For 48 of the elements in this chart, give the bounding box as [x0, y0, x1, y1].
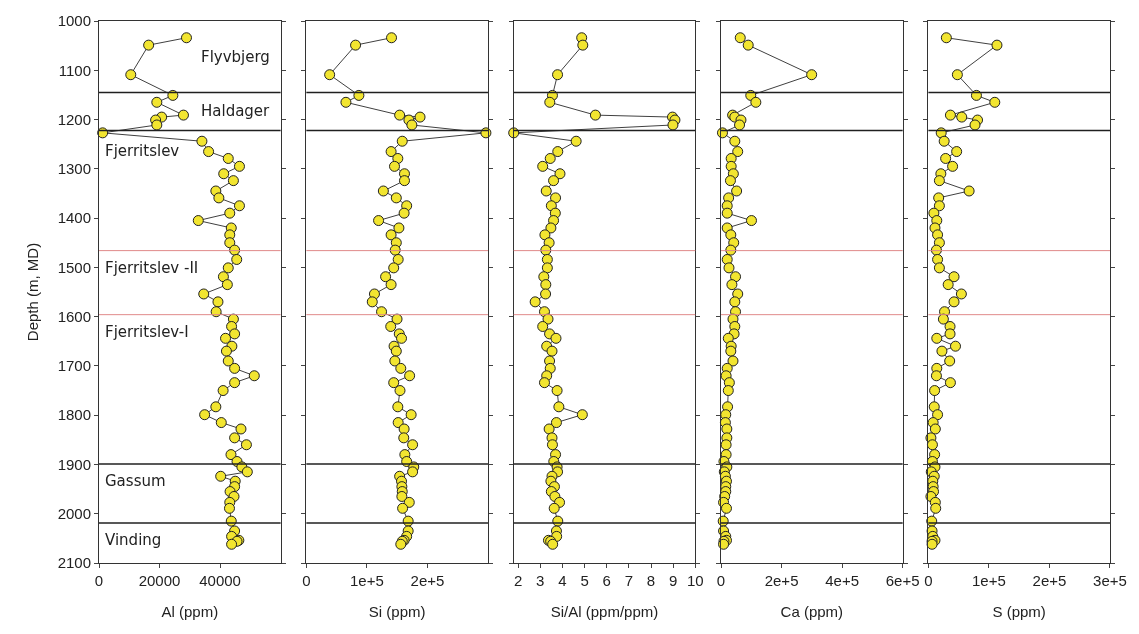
x-tick-label: 6e+5: [885, 572, 920, 589]
x-tick-label: 4e+5: [825, 572, 860, 589]
x-tick-label: 0: [302, 572, 311, 589]
y-tick-label: 1900: [57, 455, 91, 473]
x-tick-label: 20000: [138, 572, 181, 589]
x-tick-label: 8: [646, 572, 656, 589]
annotation: Haldager: [201, 102, 271, 120]
x-tick-label: 3e+5: [1093, 572, 1127, 589]
annotation: Fjerritslev: [105, 142, 180, 160]
x-tick-label: 7: [624, 572, 634, 589]
x-tick-label: 0: [716, 572, 726, 589]
x-tick-label: 9: [668, 572, 678, 589]
y-tick-label: 2000: [57, 504, 91, 522]
x-tick-label: 1e+5: [972, 572, 1006, 589]
annotation: Fjerritslev -II: [105, 259, 199, 277]
y-tick-label: 1100: [58, 61, 91, 79]
x-tick-label: 3: [536, 572, 545, 589]
y-tick-label: 1700: [57, 357, 91, 375]
annotation: Flyvbjerg: [201, 48, 270, 66]
x-tick-label: 0: [924, 572, 933, 589]
x-tick-label: 6: [602, 572, 611, 589]
y-tick-label: 1400: [57, 209, 91, 227]
x-tick-label: 0: [94, 572, 104, 589]
y-tick-label: 1200: [57, 110, 91, 128]
x-axis-title: Al (ppm): [161, 603, 219, 620]
x-tick-label: 2e+5: [764, 572, 799, 589]
y-tick-label: 1600: [57, 307, 91, 325]
x-tick-label: 4: [558, 572, 567, 589]
annotation: Fjerritslev-I: [105, 323, 189, 341]
x-tick-label: 5: [580, 572, 589, 589]
x-axis-title: Si/Al (ppm/ppm): [550, 603, 659, 620]
x-axis-title: Ca (ppm): [780, 603, 844, 620]
x-tick-label: 2e+5: [1032, 572, 1067, 589]
y-tick-label: 1500: [57, 258, 91, 276]
annotation: Vinding: [105, 531, 162, 549]
y-tick-label: 1800: [57, 406, 91, 424]
annotation: Gassum: [105, 472, 166, 490]
x-axis-title: Si (ppm): [368, 603, 426, 620]
y-tick-label: 2100: [57, 554, 91, 572]
y-axis-title: Depth (m, MD): [23, 242, 41, 342]
x-tick-label: 10: [686, 572, 704, 589]
x-tick-label: 1e+5: [349, 572, 384, 589]
x-tick-label: 40000: [199, 572, 241, 589]
x-tick-label: 2e+5: [410, 572, 445, 589]
y-tick-label: 1300: [57, 160, 91, 178]
x-tick-label: 2: [513, 572, 523, 589]
y-tick-label: 1000: [57, 12, 91, 30]
x-axis-title: S (ppm): [992, 603, 1046, 620]
